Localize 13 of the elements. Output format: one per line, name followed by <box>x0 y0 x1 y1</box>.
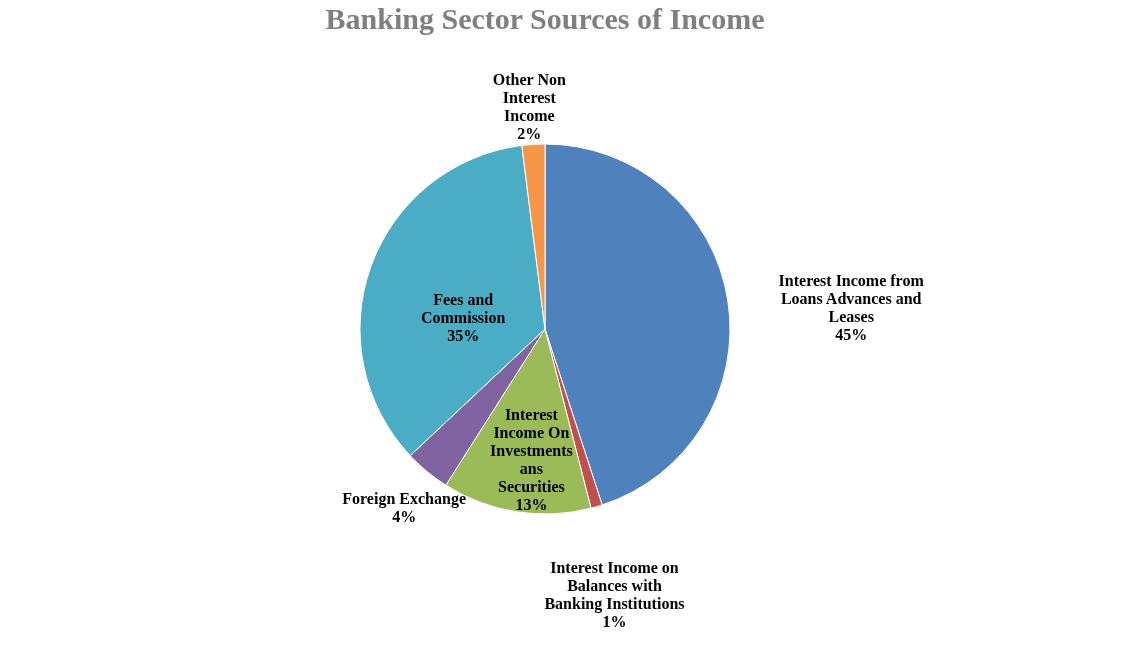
slice-label: Fees and Commission <box>420 290 506 326</box>
data-label: 2% <box>517 125 542 143</box>
data-label: 13% <box>515 495 548 513</box>
slice-label: Interest Income from Loans Advances and Leases <box>778 271 925 325</box>
data-label: 35% <box>447 326 480 344</box>
chart-title: Banking Sector Sources of Income <box>325 2 765 35</box>
data-label: 4% <box>392 508 417 526</box>
slice-label: Foreign Exchange <box>342 490 466 509</box>
data-label: 45% <box>835 325 868 343</box>
slice-label: Interest Income on Balances with Banking Institutions <box>544 559 685 614</box>
slice-label: Other Non Interest Income <box>492 71 566 125</box>
slice-label: Interest Income On Investments ans Securities <box>490 405 573 495</box>
data-label: 1% <box>602 613 627 631</box>
